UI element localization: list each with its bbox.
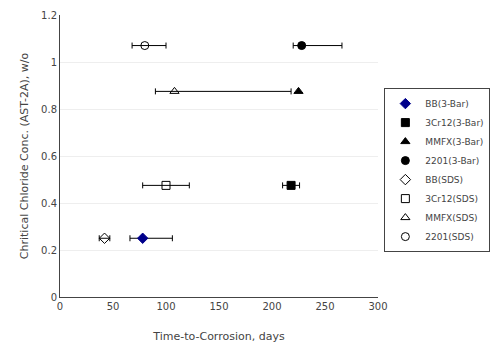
svg-text:2201(SDS): 2201(SDS) [425,232,473,242]
svg-text:BB(SDS): BB(SDS) [425,175,463,185]
svg-text:200: 200 [262,301,281,312]
svg-text:MMFX(SDS): MMFX(SDS) [425,213,477,223]
svg-text:0.6: 0.6 [41,151,57,162]
svg-text:300: 300 [368,301,387,312]
svg-text:Chritical Chloride Conc. (AST-: Chritical Chloride Conc. (AST-2A), w/o [18,53,31,260]
svg-text:3Cr12(3-Bar): 3Cr12(3-Bar) [425,118,483,128]
svg-text:1: 1 [51,57,57,68]
svg-text:0.4: 0.4 [41,198,57,209]
svg-text:50: 50 [107,301,120,312]
svg-text:2201(3-Bar): 2201(3-Bar) [425,156,479,166]
svg-text:MMFX(3-Bar): MMFX(3-Bar) [425,137,483,147]
svg-text:Time-to-Corrosion, days: Time-to-Corrosion, days [152,330,285,343]
svg-text:150: 150 [209,301,228,312]
svg-text:0: 0 [51,292,57,303]
svg-text:BB(3-Bar): BB(3-Bar) [425,99,468,109]
svg-text:0: 0 [57,301,63,312]
svg-text:100: 100 [156,301,175,312]
svg-text:0.2: 0.2 [41,245,57,256]
svg-text:0.8: 0.8 [41,104,57,115]
svg-text:250: 250 [315,301,334,312]
svg-text:1.2: 1.2 [41,10,57,21]
svg-text:3Cr12(SDS): 3Cr12(SDS) [425,194,478,204]
